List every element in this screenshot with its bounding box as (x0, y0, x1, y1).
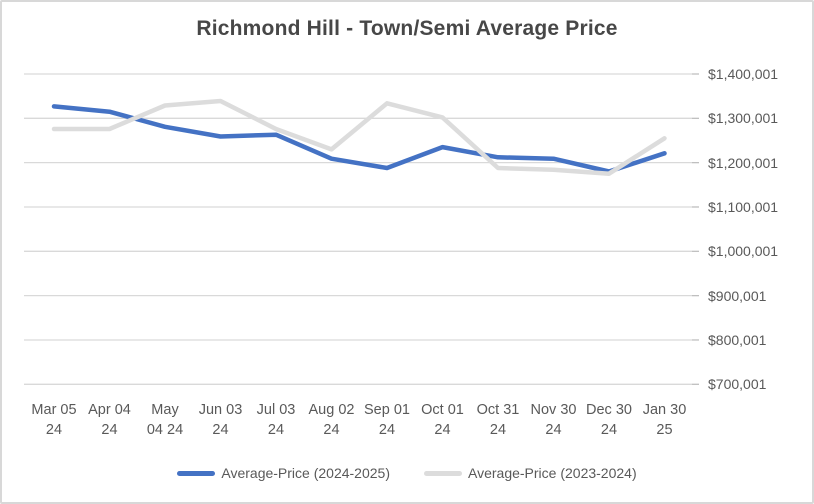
x-axis-tick-label: Dec 30 24 (586, 402, 632, 438)
series-line-2024-2025 (51, 104, 667, 174)
y-axis-tick-label: $900,001 (708, 287, 767, 304)
chart-title: Richmond Hill - Town/Semi Average Price (196, 17, 618, 40)
legend-label: Average-Price (2024-2025) (221, 465, 390, 481)
legend-label: Average-Price (2023-2024) (468, 465, 637, 481)
x-axis-tick-label: Jan 30 25 (642, 402, 687, 438)
legend-line-swatch-gray (424, 470, 462, 476)
x-axis-tick-label: Mar 05 24 (31, 402, 77, 438)
x-axis-tick-label: Jun 03 24 (198, 402, 243, 438)
y-axis-tick-label: $1,100,001 (708, 198, 779, 215)
y-axis-tick-label: $1,000,001 (708, 243, 779, 260)
x-axis-tick-label: Oct 01 24 (421, 402, 464, 438)
x-axis-tick-label: Sep 01 24 (364, 402, 410, 438)
legend: Average-Price (2024-2025) Average-Price … (2, 465, 812, 481)
x-axis-tick-label: May 04 24 (146, 402, 184, 438)
series-line-2023-2024 (51, 98, 667, 176)
legend-item-2024-2025: Average-Price (2024-2025) (177, 465, 390, 481)
y-axis-tick-label: $1,400,001 (708, 66, 779, 82)
x-axis-tick-label: Aug 02 24 (308, 402, 355, 438)
y-axis-tick-label: $700,001 (708, 376, 767, 393)
x-axis-tick-label: Oct 31 24 (476, 402, 520, 438)
y-axis-tick-label: $1,200,001 (708, 154, 779, 171)
y-axis-tick-label: $1,300,001 (708, 110, 779, 127)
x-axis-tick-label: Jul 03 24 (256, 402, 296, 438)
x-axis-tick-label: Nov 30 24 (530, 402, 577, 438)
y-axis-tick-label: $800,001 (708, 331, 767, 348)
legend-line-swatch-blue (177, 470, 216, 476)
x-axis-tick-label: Apr 04 24 (88, 402, 131, 438)
legend-item-2023-2024: Average-Price (2023-2024) (424, 465, 637, 481)
